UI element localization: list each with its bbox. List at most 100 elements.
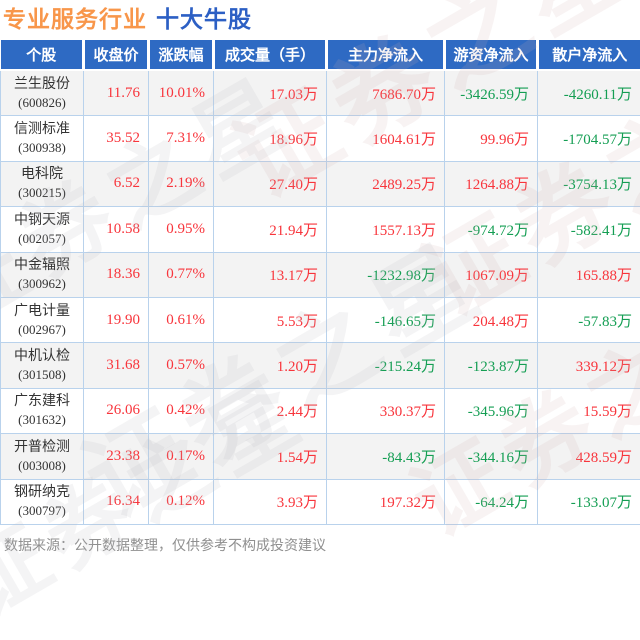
col-header-main-inflow: 主力净流入 [327, 40, 445, 70]
main-net-inflow: 197.32万 [327, 479, 445, 524]
retail-net-inflow: -582.41万 [538, 207, 640, 252]
col-header-change: 涨跌幅 [149, 40, 214, 70]
table-row: 广电计量 (002967) 19.90 0.61% 5.53万 -146.65万… [1, 297, 640, 342]
retail-net-inflow: 15.59万 [538, 388, 640, 433]
hot-money-net-inflow: 204.48万 [445, 297, 538, 342]
close-price: 10.58 [84, 207, 149, 252]
stock-name: 兰生股份 [1, 75, 83, 94]
retail-net-inflow: -133.07万 [538, 479, 640, 524]
stock-code: (301508) [1, 366, 83, 384]
stock-cell: 开普检测 (003008) [1, 434, 84, 479]
table-row: 中机认检 (301508) 31.68 0.57% 1.20万 -215.24万… [1, 343, 640, 388]
volume: 1.20万 [214, 343, 327, 388]
table-body: 兰生股份 (600826) 11.76 10.01% 17.03万 7686.7… [1, 70, 640, 524]
change-percent: 0.95% [149, 207, 214, 252]
hot-money-net-inflow: 99.96万 [445, 116, 538, 161]
volume: 3.93万 [214, 479, 327, 524]
col-header-hot-money-inflow: 游资净流入 [445, 40, 538, 70]
stock-name: 中钢天源 [1, 211, 83, 230]
stock-name: 广电计量 [1, 302, 83, 321]
table-row: 钢研纳克 (300797) 16.34 0.12% 3.93万 197.32万 … [1, 479, 640, 524]
retail-net-inflow: 165.88万 [538, 252, 640, 297]
table-row: 中金辐照 (300962) 18.36 0.77% 13.17万 -1232.9… [1, 252, 640, 297]
col-header-volume: 成交量（手） [214, 40, 327, 70]
change-percent: 0.42% [149, 388, 214, 433]
table-row: 电科院 (300215) 6.52 2.19% 27.40万 2489.25万 … [1, 161, 640, 206]
main-net-inflow: 1557.13万 [327, 207, 445, 252]
volume: 17.03万 [214, 70, 327, 116]
industry-name: 专业服务行业 [3, 6, 147, 32]
stock-cell: 广电计量 (002967) [1, 297, 84, 342]
hot-money-net-inflow: -3426.59万 [445, 70, 538, 116]
stock-name: 广东建科 [1, 392, 83, 411]
main-net-inflow: 7686.70万 [327, 70, 445, 116]
table-row: 广东建科 (301632) 26.06 0.42% 2.44万 330.37万 … [1, 388, 640, 433]
change-percent: 0.12% [149, 479, 214, 524]
volume: 5.53万 [214, 297, 327, 342]
stock-code: (300797) [1, 502, 83, 520]
main-net-inflow: -215.24万 [327, 343, 445, 388]
main-net-inflow: 2489.25万 [327, 161, 445, 206]
stock-code: (600826) [1, 94, 83, 112]
change-percent: 0.57% [149, 343, 214, 388]
volume: 1.54万 [214, 434, 327, 479]
main-net-inflow: -84.43万 [327, 434, 445, 479]
volume: 2.44万 [214, 388, 327, 433]
stock-name: 中机认检 [1, 347, 83, 366]
table-row: 开普检测 (003008) 23.38 0.17% 1.54万 -84.43万 … [1, 434, 640, 479]
hot-money-net-inflow: 1067.09万 [445, 252, 538, 297]
stock-name: 开普检测 [1, 438, 83, 457]
main-net-inflow: 330.37万 [327, 388, 445, 433]
stock-table-page: { "colors": { "title_orange": "#f8964a",… [0, 0, 640, 550]
close-price: 26.06 [84, 388, 149, 433]
retail-net-inflow: -3754.13万 [538, 161, 640, 206]
table-row: 兰生股份 (600826) 11.76 10.01% 17.03万 7686.7… [1, 70, 640, 116]
stock-cell: 兰生股份 (600826) [1, 70, 84, 116]
stock-name: 电科院 [1, 165, 83, 184]
stock-cell: 信测标准 (300938) [1, 116, 84, 161]
stock-name: 信测标准 [1, 120, 83, 139]
volume: 27.40万 [214, 161, 327, 206]
close-price: 16.34 [84, 479, 149, 524]
close-price: 11.76 [84, 70, 149, 116]
col-header-stock: 个股 [1, 40, 84, 70]
change-percent: 0.77% [149, 252, 214, 297]
change-percent: 0.17% [149, 434, 214, 479]
stock-code: (300962) [1, 275, 83, 293]
retail-net-inflow: -57.83万 [538, 297, 640, 342]
hot-money-net-inflow: 1264.88万 [445, 161, 538, 206]
retail-net-inflow: -4260.11万 [538, 70, 640, 116]
main-net-inflow: -1232.98万 [327, 252, 445, 297]
hot-money-net-inflow: -64.24万 [445, 479, 538, 524]
stock-code: (300215) [1, 184, 83, 202]
close-price: 18.36 [84, 252, 149, 297]
close-price: 6.52 [84, 161, 149, 206]
data-source-note: 数据来源：公开数据整理，仅供参考不构成投资建议 [0, 535, 640, 555]
col-header-retail-inflow: 散户净流入 [538, 40, 640, 70]
main-net-inflow: 1604.61万 [327, 116, 445, 161]
close-price: 35.52 [84, 116, 149, 161]
close-price: 31.68 [84, 343, 149, 388]
retail-net-inflow: 428.59万 [538, 434, 640, 479]
stock-cell: 中金辐照 (300962) [1, 252, 84, 297]
stock-code: (301632) [1, 411, 83, 429]
stock-name: 中金辐照 [1, 256, 83, 275]
table-header: 个股 收盘价 涨跌幅 成交量（手） 主力净流入 游资净流入 散户净流入 [1, 40, 640, 70]
change-percent: 7.31% [149, 116, 214, 161]
hot-money-net-inflow: -974.72万 [445, 207, 538, 252]
table-row: 中钢天源 (002057) 10.58 0.95% 21.94万 1557.13… [1, 207, 640, 252]
stock-cell: 中机认检 (301508) [1, 343, 84, 388]
change-percent: 2.19% [149, 161, 214, 206]
stock-cell: 钢研纳克 (300797) [1, 479, 84, 524]
volume: 21.94万 [214, 207, 327, 252]
hot-money-net-inflow: -345.96万 [445, 388, 538, 433]
volume: 13.17万 [214, 252, 327, 297]
stock-code: (300938) [1, 139, 83, 157]
change-percent: 10.01% [149, 70, 214, 116]
stock-cell: 电科院 (300215) [1, 161, 84, 206]
stock-code: (003008) [1, 457, 83, 475]
page-title: 专业服务行业十大牛股 [0, 0, 640, 33]
stock-code: (002967) [1, 321, 83, 339]
col-header-close: 收盘价 [84, 40, 149, 70]
change-percent: 0.61% [149, 297, 214, 342]
